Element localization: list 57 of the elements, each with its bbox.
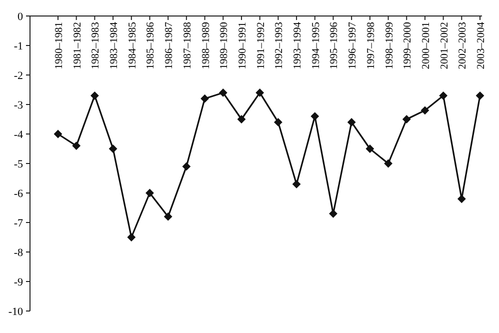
x-tick-label: 1995–1996: [329, 22, 340, 70]
y-tick-label: -9: [14, 276, 24, 288]
point: [164, 212, 172, 221]
x-tick-label: 1999–2000: [402, 22, 414, 70]
point: [292, 180, 301, 188]
x-tick-label: 2000–2001: [420, 22, 432, 70]
x-tick-label: 1987–1988: [182, 22, 194, 70]
x-tick-label: 2002–2003: [458, 22, 469, 70]
point: [274, 118, 282, 126]
point: [237, 115, 246, 124]
y-tick-label: -7: [14, 217, 24, 230]
y-tick-label: -1: [14, 40, 23, 52]
point: [108, 144, 118, 153]
x-tick-label: 2003–2004: [476, 21, 487, 70]
point: [402, 115, 411, 124]
y-tick-label: -2: [14, 70, 23, 82]
point: [127, 233, 136, 242]
x-tick-label: 1981–1982: [72, 22, 84, 70]
point: [347, 118, 356, 126]
x-tick-label: 1994–1995: [310, 22, 322, 70]
point: [72, 142, 81, 150]
point: [366, 144, 374, 153]
y-tick-label: -3: [14, 99, 24, 112]
point: [218, 88, 228, 97]
x-tick-label: 1991–1992: [256, 22, 267, 70]
x-tick-label: 1996–1997: [348, 22, 359, 70]
point: [256, 88, 264, 97]
y-tick-label: -10: [8, 306, 24, 318]
point: [420, 106, 430, 115]
x-tick-label: 1988–1989: [200, 22, 212, 70]
point: [90, 91, 99, 100]
point: [439, 91, 448, 100]
point: [182, 162, 191, 171]
x-tick-label: 1993–1994: [292, 21, 304, 70]
point: [200, 94, 209, 103]
y-tick-label: 0: [18, 10, 24, 23]
x-tick-label: 2001–2002: [439, 22, 450, 70]
point: [384, 159, 392, 168]
x-tick-label: 1990–1991: [237, 22, 248, 70]
x-tick-label: 1997–1998: [366, 22, 377, 70]
point: [310, 112, 320, 120]
y-tick-label: -5: [14, 158, 24, 170]
x-tick-label: 1983–1984: [109, 21, 120, 70]
x-tick-label: 1984–1985: [127, 22, 138, 70]
y-tick-label: -6: [14, 188, 24, 200]
x-tick-label: 1985–1986: [146, 22, 157, 70]
point: [476, 91, 484, 100]
x-tick-label: 1992–1993: [274, 22, 286, 70]
x-tick-label: 1982–1983: [90, 22, 102, 70]
y-tick-label: -4: [14, 128, 24, 141]
x-tick-label: 1986–1987: [164, 22, 176, 70]
x-tick-label: 1980–1981: [54, 22, 65, 70]
x-tick-label: 1989–1990: [219, 22, 230, 70]
point: [54, 130, 62, 138]
y-tick-label: -8: [14, 246, 24, 259]
x-tick-label: 1998–1999: [384, 22, 396, 70]
point: [146, 188, 154, 198]
